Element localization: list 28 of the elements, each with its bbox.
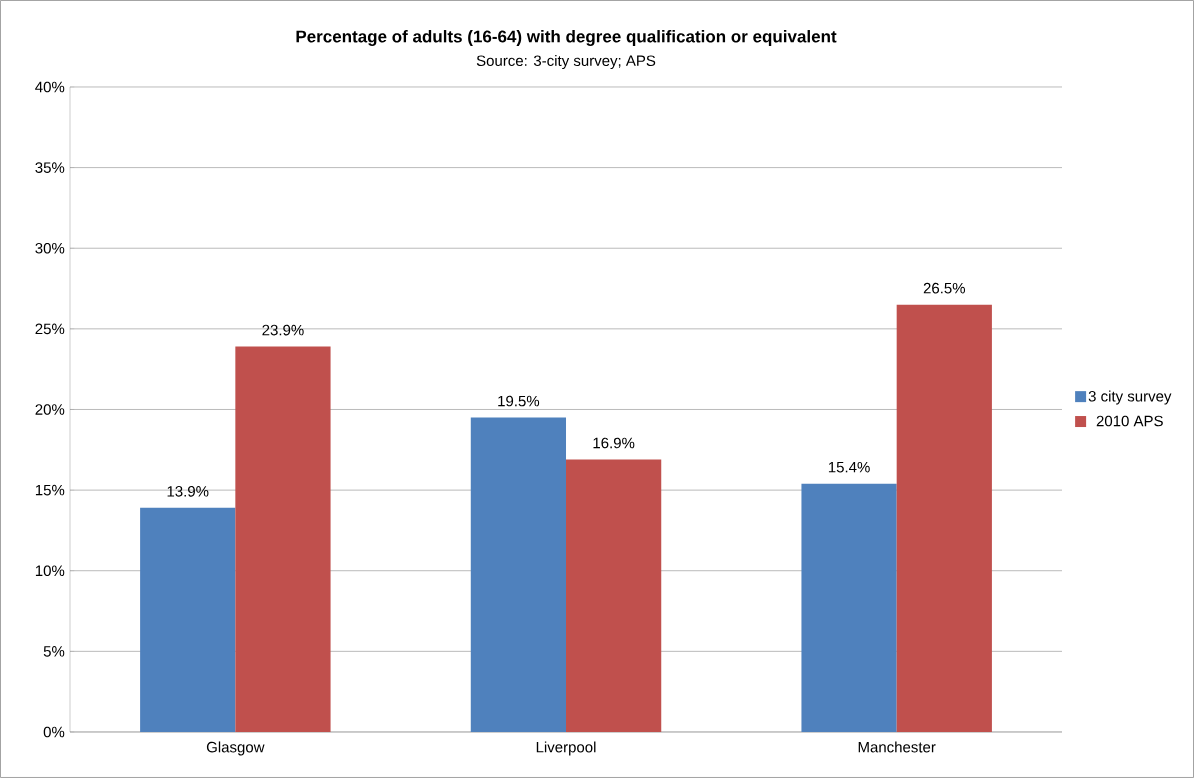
data-label: 26.5% (923, 282, 966, 294)
bar (140, 507, 236, 732)
bar (235, 346, 331, 732)
chart-subtitle: Source: 3-city survey; APS (476, 54, 656, 69)
y-tick-label: 30% (35, 242, 65, 254)
y-tick-label: 15% (35, 484, 65, 496)
bar (801, 483, 897, 732)
data-label: 15.4% (828, 461, 870, 473)
y-tick-label: 0% (43, 726, 65, 738)
y-tick-label: 10% (35, 565, 65, 577)
y-tick-label: 35% (35, 162, 65, 173)
data-label: 19.5% (498, 395, 540, 407)
chart-title: Percentage of adults (16-64) with degree qualification or equivalent (296, 30, 837, 46)
data-label: 16.9% (593, 437, 635, 449)
bar (896, 304, 992, 732)
y-tick-label: 5% (43, 646, 65, 657)
x-tick-label: Liverpool (536, 741, 596, 756)
y-tick-label: 20% (35, 404, 65, 415)
y-tick-label: 40% (35, 81, 65, 93)
data-label: 13.9% (167, 486, 209, 497)
legend-label: 2010 APS (1096, 415, 1163, 427)
legend-label: 3 city survey (1088, 390, 1172, 405)
y-tick-label: 25% (35, 323, 65, 335)
data-label: 23.9% (262, 324, 304, 336)
x-tick-label: Glasgow (206, 741, 265, 756)
bar (470, 417, 567, 732)
bar (566, 459, 662, 732)
x-tick-label: Manchester (858, 741, 936, 753)
